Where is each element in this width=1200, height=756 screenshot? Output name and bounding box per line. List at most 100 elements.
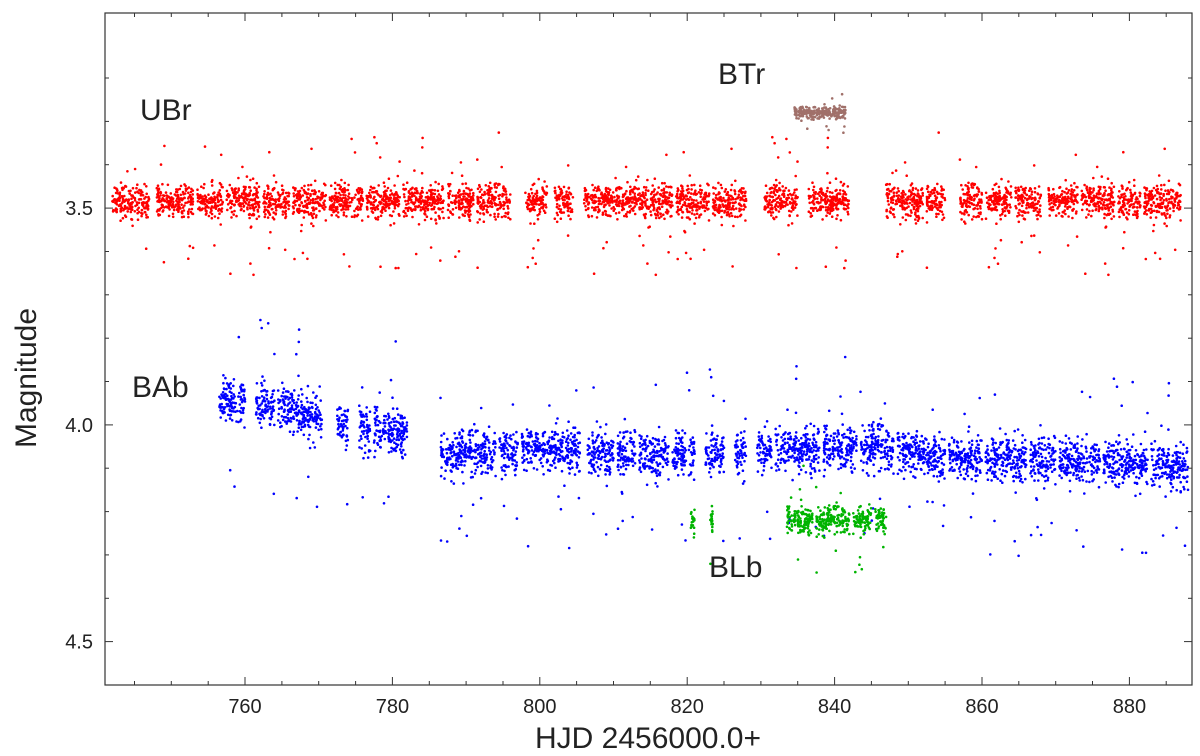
data-point [359,434,363,438]
data-point [679,193,682,196]
data-point [1132,178,1136,182]
data-point [336,195,340,199]
data-point [345,502,349,506]
data-point [941,196,945,199]
data-point [1074,153,1078,157]
data-point [436,189,440,193]
data-point [846,212,850,216]
data-point [1030,193,1033,196]
data-point [1153,251,1157,255]
data-point [905,201,908,204]
data-point [1117,200,1121,203]
data-point [1152,229,1155,233]
data-point [256,208,260,212]
data-point [619,202,623,205]
data-point [396,174,400,178]
data-point [933,186,936,190]
data-point [183,192,187,195]
data-point [1163,222,1166,225]
data-point [657,206,661,209]
data-point [130,197,133,201]
data-point [307,420,310,424]
data-point [1065,192,1069,195]
data-point [311,197,315,201]
data-point [240,406,243,410]
data-point [1004,207,1007,210]
data-point [654,213,658,217]
data-point [294,187,297,190]
data-point [307,183,310,187]
data-point [242,393,245,397]
data-point [161,194,165,197]
data-point [486,211,490,214]
data-point [894,169,898,172]
data-point [198,200,202,204]
data-point [226,203,230,206]
data-point [772,190,776,193]
data-point [493,198,496,201]
data-point [921,216,924,220]
data-point [903,161,907,164]
data-point [252,209,256,212]
data-point [1062,200,1065,204]
data-point [688,174,692,177]
data-point [1110,187,1113,191]
data-point [361,496,365,499]
data-point [1004,186,1007,190]
data-point [425,196,429,199]
data-point [597,199,600,203]
data-point [615,194,619,197]
data-point [1038,251,1042,254]
data-point [901,199,905,203]
data-point [994,191,998,194]
data-point [225,382,229,385]
data-point [359,410,363,414]
data-point [133,196,137,200]
data-point [1017,186,1020,189]
data-point [907,214,910,217]
data-point [363,444,367,447]
data-point [271,393,274,396]
data-point [1102,203,1105,207]
data-point [191,203,194,206]
data-point [1033,198,1037,202]
data-point [621,199,625,202]
data-point [685,216,689,219]
data-point [565,190,568,193]
data-point [360,188,364,191]
data-point [255,413,258,416]
data-point [145,192,148,196]
data-point [771,135,774,139]
data-point [828,199,832,203]
data-point [623,214,626,218]
data-point [838,197,842,201]
data-point [337,433,340,436]
data-point [978,204,982,208]
data-point [781,185,784,188]
data-point [299,229,303,233]
data-point [277,401,280,405]
data-point [555,194,559,197]
data-point [266,191,270,195]
data-point [635,199,639,203]
data-point [295,401,299,404]
data-point [676,257,679,261]
data-point [628,209,632,213]
data-point [1030,234,1033,238]
data-point [226,402,230,406]
data-point [707,219,711,222]
data-point [726,203,730,207]
data-point [653,193,656,197]
data-point [607,192,610,196]
data-point [991,187,995,191]
data-point [337,418,341,422]
data-point [928,200,932,204]
data-point [1177,203,1181,206]
data-point [663,191,667,194]
data-point [301,251,305,255]
data-point [997,185,1001,189]
data-point [210,212,214,216]
data-point [479,195,483,199]
data-point [425,215,429,218]
data-point [111,194,114,198]
